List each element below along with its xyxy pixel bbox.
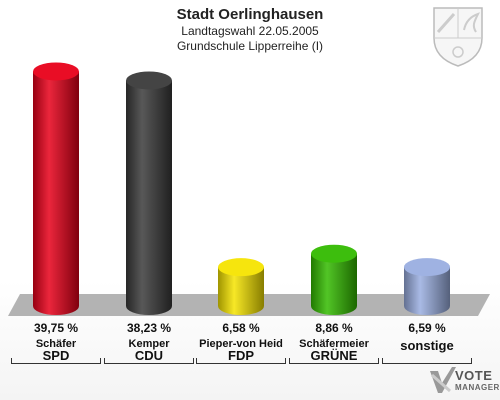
party-underline (104, 358, 194, 364)
candidate-label: Kemper (128, 338, 170, 350)
bar-sonstige (404, 267, 450, 315)
bar-top-fdp (218, 258, 264, 277)
vote-manager-logo-icon (430, 367, 456, 393)
party-label: GRÜNE (310, 348, 358, 363)
party-label: FDP (228, 348, 254, 363)
party-label: CDU (134, 348, 164, 363)
bar-fdp (218, 267, 264, 315)
logo-vote-text: VOTE (455, 368, 493, 383)
logo-manager-text: MANAGER (455, 383, 500, 392)
bar-top-cdu (126, 71, 172, 90)
value-label: 38,23 % (126, 321, 172, 335)
party-underline (289, 358, 379, 364)
nrw-crest-icon (433, 7, 483, 67)
party-underline (11, 358, 101, 364)
bar-gr-ne (311, 253, 357, 315)
party-underline (196, 358, 286, 364)
party-label: SPD (42, 348, 70, 363)
value-label: 6,58 % (222, 321, 260, 335)
bar-spd (33, 71, 79, 315)
candidate-label: Schäfermeier (299, 338, 369, 350)
candidate-label: Pieper-von Heid (199, 338, 283, 350)
value-label: 8,86 % (315, 321, 353, 335)
chart-title: Stadt Oerlinghausen (176, 6, 324, 23)
chart-subtitle-district: Grundschule Lipperreihe (I) (176, 39, 324, 53)
value-label: 39,75 % (33, 321, 79, 335)
chart-subtitle-election: Landtagswahl 22.05.2005 (181, 24, 319, 38)
party-label: sonstige (400, 338, 454, 353)
bar-top-sonstige (404, 258, 450, 277)
value-label: 6,59 % (408, 321, 446, 335)
candidate-label: Schäfer (35, 338, 77, 350)
bar-top-spd (33, 62, 79, 81)
party-underline (382, 358, 472, 364)
bar-cdu (126, 80, 172, 316)
bar-top-gr-ne (311, 244, 357, 263)
